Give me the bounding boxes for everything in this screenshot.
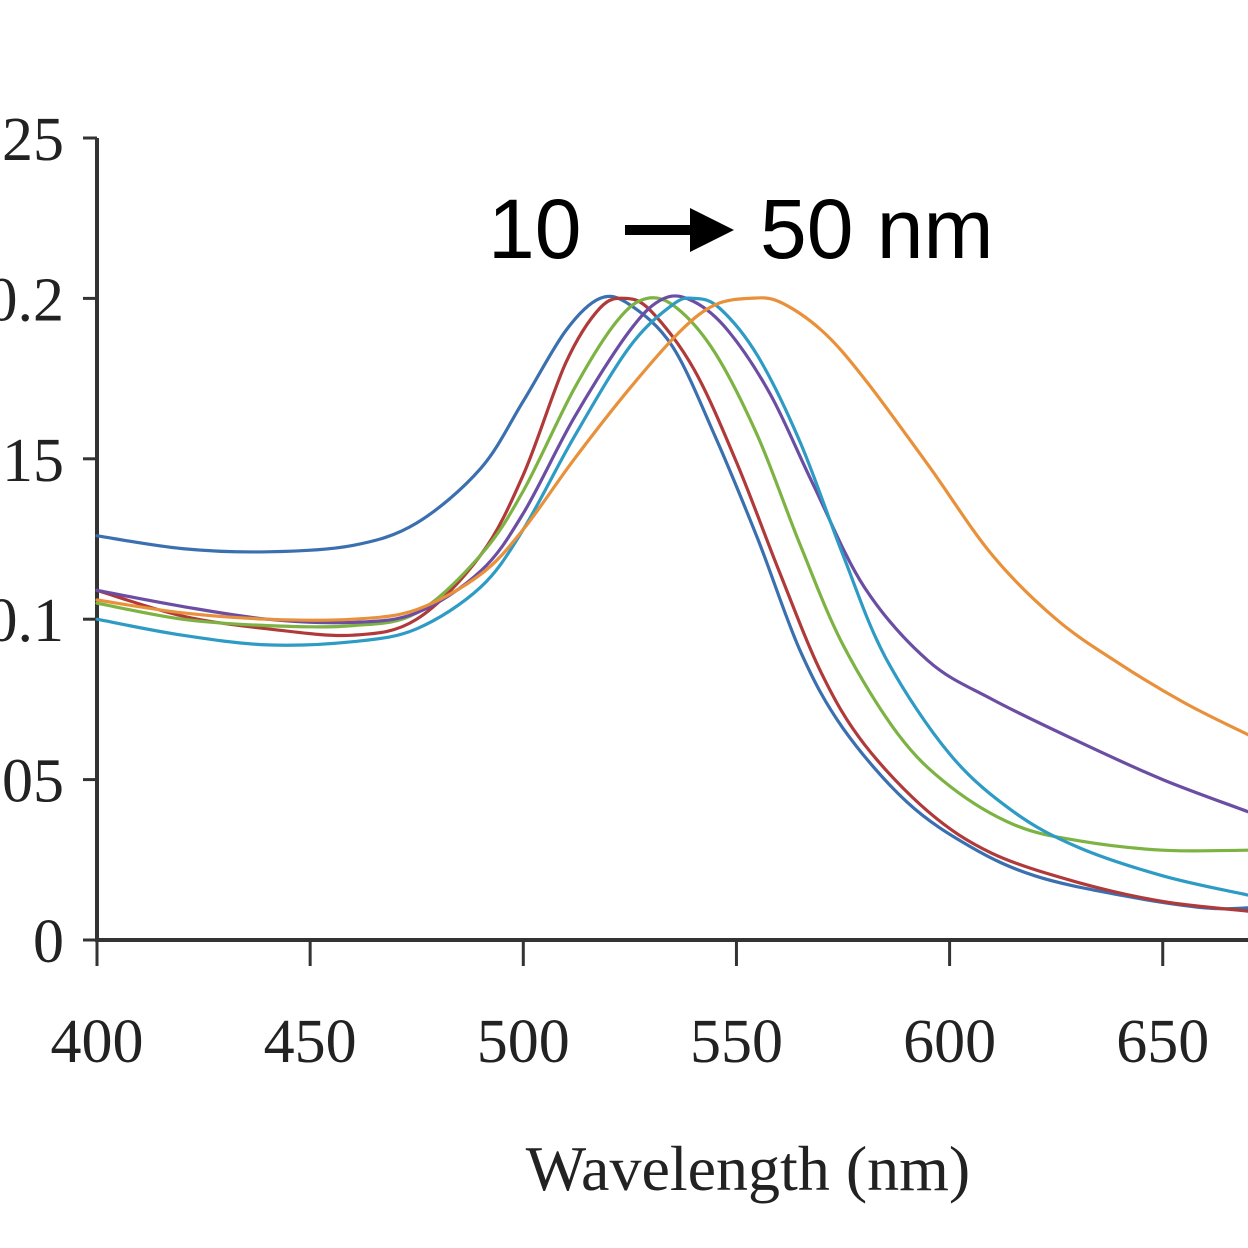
annotation: 10 50 nm xyxy=(488,182,993,276)
y-tick-label: .25 xyxy=(0,106,64,174)
series-line-40-nm xyxy=(95,296,1248,897)
series-line-15-nm xyxy=(95,296,1248,913)
annotation-arrow-head xyxy=(690,208,734,252)
x-tick-label: 650 xyxy=(1116,1008,1209,1076)
x-tick-label: 400 xyxy=(51,1008,144,1076)
series-group xyxy=(95,294,1248,913)
x-axis-title: Wavelength (nm) xyxy=(526,1133,970,1204)
annotation-from: 10 xyxy=(488,182,581,276)
x-tick-label: 600 xyxy=(903,1008,996,1076)
series-line-10-nm xyxy=(95,294,1248,911)
y-tick-label: 0 xyxy=(33,908,64,976)
x-tick-label: 550 xyxy=(690,1008,783,1076)
series-line-50-nm xyxy=(95,296,1248,737)
x-tick-label: 450 xyxy=(264,1008,357,1076)
annotation-to: 50 nm xyxy=(760,182,993,276)
y-tick-label: 0.2 xyxy=(0,266,64,334)
series-line-20-nm xyxy=(95,296,1248,853)
series-line-30-nm xyxy=(95,294,1248,814)
y-tick-label: .05 xyxy=(0,748,64,816)
x-tick-label: 500 xyxy=(477,1008,570,1076)
axes xyxy=(83,136,1248,966)
tick-labels: 400 450 500 550 600 650 0 .05 0.1 .15 0.2 .25 xyxy=(0,106,1209,1076)
y-tick-label: 0.1 xyxy=(0,587,64,655)
y-tick-label: .15 xyxy=(0,427,64,495)
